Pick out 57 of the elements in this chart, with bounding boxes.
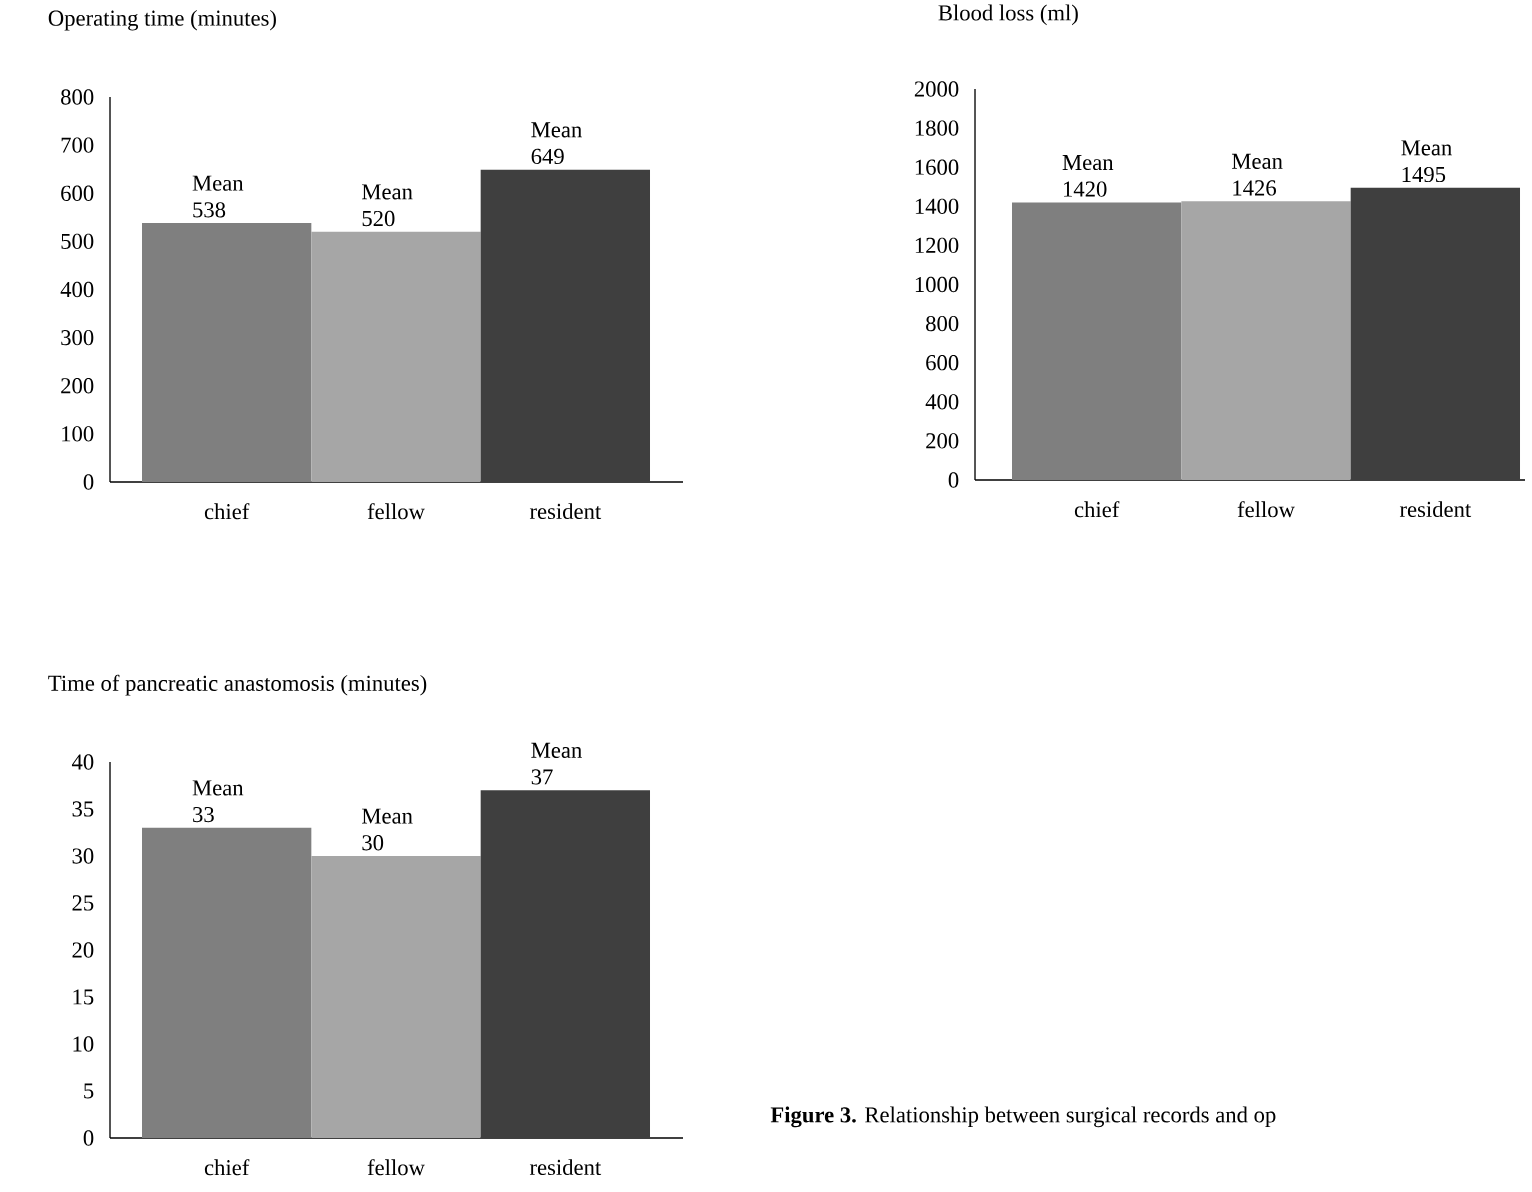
- x-tick-label: resident: [529, 503, 602, 520]
- x-tick-label: chief: [204, 1159, 250, 1176]
- y-tick-label: 1000: [915, 276, 959, 293]
- y-tick-label: 0: [83, 1130, 94, 1146]
- x-tick-label: resident: [529, 1159, 602, 1176]
- chart-title: Time of pancreatic anastomosis (minutes): [48, 674, 427, 696]
- y-tick-label: 25: [72, 895, 94, 911]
- data-label: Mean 1420: [1062, 155, 1114, 197]
- y-tick-label: 35: [72, 801, 94, 817]
- y-tick-label: 200: [926, 433, 959, 449]
- y-tick-label: 1200: [915, 237, 959, 254]
- data-label: Mean 1495: [1401, 140, 1452, 183]
- y-tick-label: 2000: [914, 81, 959, 97]
- data-label: Mean 37: [531, 742, 582, 785]
- y-tick-label: 20: [72, 942, 94, 958]
- y-tick-label: 600: [61, 185, 94, 201]
- y-tick-label: 800: [926, 315, 959, 332]
- bar: [142, 223, 312, 482]
- data-label: Mean 520: [361, 184, 413, 227]
- y-tick-label: 100: [62, 426, 94, 442]
- y-tick-label: 30: [72, 848, 94, 864]
- data-label: Mean 33: [192, 780, 244, 823]
- y-tick-label: 800: [61, 89, 94, 105]
- x-tick-label: chief: [1074, 501, 1120, 518]
- y-tick-label: 300: [61, 329, 94, 346]
- y-tick-label: 15: [73, 989, 94, 1005]
- data-label: Mean 538: [192, 175, 244, 218]
- y-tick-label: 5: [84, 1083, 94, 1099]
- y-tick-label: 0: [83, 474, 94, 490]
- bar: [142, 827, 312, 1138]
- x-tick-label: fellow: [367, 503, 425, 520]
- y-tick-label: 500: [61, 233, 94, 250]
- y-tick-label: 0: [948, 472, 959, 488]
- y-tick-label: 1400: [915, 198, 959, 214]
- y-tick-label: 400: [60, 281, 94, 298]
- y-tick-label: 40: [71, 754, 94, 770]
- y-tick-label: 1800: [915, 120, 959, 136]
- x-tick-label: fellow: [367, 1159, 425, 1176]
- x-tick-label: fellow: [1237, 501, 1295, 518]
- chart-title: Blood loss (ml): [938, 4, 1078, 26]
- y-tick-label: 600: [926, 355, 959, 371]
- bar: [311, 231, 481, 482]
- text: Figure 3. Relationship between surgical records and op: [770, 1106, 1276, 1128]
- y-tick-label: 200: [61, 378, 94, 394]
- x-tick-label: chief: [204, 503, 250, 520]
- y-tick-label: 1600: [915, 159, 959, 175]
- y-tick-label: 10: [73, 1036, 94, 1052]
- y-tick-label: 400: [925, 394, 959, 410]
- bar: [480, 790, 651, 1138]
- y-tick-label: 700: [61, 137, 94, 153]
- data-label: Mean 30: [361, 808, 413, 851]
- x-tick-label: resident: [1399, 501, 1472, 518]
- data-label: Mean 1426: [1231, 153, 1283, 196]
- bar: [480, 169, 651, 482]
- bar: [311, 855, 481, 1138]
- chart-title: Operating time (minutes): [48, 9, 276, 31]
- data-label: Mean 649: [531, 122, 582, 165]
